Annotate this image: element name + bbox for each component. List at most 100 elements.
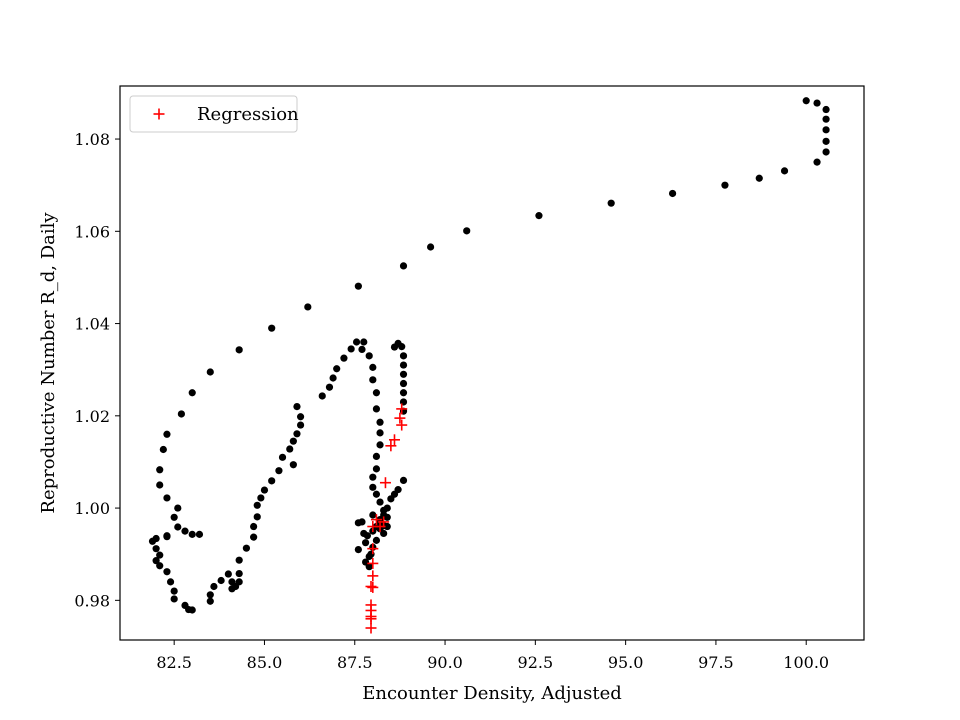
data-point [463, 227, 471, 235]
data-point [399, 262, 408, 270]
data-point [372, 465, 381, 473]
legend-plus-icon [153, 108, 165, 120]
data-point [358, 345, 366, 353]
data-point [369, 363, 377, 371]
data-point [372, 490, 381, 498]
data-point [399, 379, 408, 388]
data-point [822, 115, 830, 123]
data-point [399, 389, 408, 397]
data-point [325, 383, 334, 391]
data-point [210, 582, 218, 591]
series-observed [148, 97, 830, 614]
regression-point [365, 622, 377, 634]
data-points [148, 97, 830, 634]
data-point [174, 504, 182, 512]
x-tick-label: 100.0 [783, 653, 829, 672]
y-axis-ticks: 0.98 1.00 1.02 1.04 1.06 1.08 [74, 130, 120, 610]
data-point [822, 148, 830, 156]
data-point [235, 578, 243, 586]
data-point [242, 544, 251, 552]
data-point [383, 504, 391, 512]
data-point [163, 568, 171, 576]
data-point [369, 483, 377, 491]
data-point [152, 534, 160, 543]
data-point [822, 137, 830, 145]
data-point [296, 421, 305, 429]
data-point [268, 324, 276, 332]
y-tick-label: 1.02 [74, 407, 110, 426]
data-point [174, 523, 182, 531]
data-point [286, 445, 294, 453]
data-point [399, 476, 408, 484]
data-point [289, 461, 297, 469]
regression-point [367, 521, 379, 533]
data-point [253, 501, 261, 509]
y-tick-label: 1.00 [74, 499, 110, 518]
legend: Regression [129, 95, 299, 133]
data-point [188, 606, 196, 614]
data-point [360, 338, 368, 346]
data-point [822, 126, 830, 134]
data-point [398, 343, 406, 351]
data-point [170, 595, 178, 603]
data-point [822, 105, 830, 114]
data-point [217, 576, 225, 585]
data-point [668, 189, 677, 198]
x-tick-label: 82.5 [156, 653, 192, 672]
data-point [163, 430, 171, 438]
y-tick-label: 1.06 [74, 222, 110, 241]
data-point [250, 533, 258, 541]
data-point [376, 441, 384, 449]
data-point [195, 530, 204, 538]
data-point [354, 519, 362, 527]
data-point [376, 498, 384, 506]
data-point [206, 597, 214, 605]
data-point [369, 511, 377, 519]
regression-point [367, 543, 379, 555]
data-point [399, 370, 408, 378]
data-point [278, 453, 287, 461]
data-point [802, 97, 810, 105]
data-point [333, 365, 341, 373]
regression-point [385, 440, 397, 452]
y-axis-label: Reproductive Number R_d, Daily [38, 212, 59, 514]
x-tick-label: 90.0 [427, 653, 463, 672]
y-tick-label: 1.04 [74, 315, 110, 334]
data-point [352, 338, 361, 346]
data-point [257, 494, 265, 502]
data-point [813, 158, 821, 166]
legend-marker-regression [153, 108, 165, 120]
y-tick-label: 0.98 [74, 591, 110, 610]
data-point [293, 402, 301, 411]
data-point [177, 410, 185, 418]
data-point [163, 494, 171, 502]
data-point [535, 212, 543, 220]
data-point [376, 429, 384, 437]
regression-point [396, 403, 408, 415]
data-point [347, 345, 355, 353]
data-point [387, 495, 395, 503]
data-point [372, 389, 381, 397]
regression-point [367, 581, 379, 593]
data-point [250, 522, 258, 531]
data-point [181, 527, 189, 535]
data-point [372, 405, 381, 413]
data-point [159, 445, 167, 454]
data-point [188, 530, 196, 538]
data-point [354, 545, 362, 554]
data-point [268, 477, 276, 485]
x-axis-ticks: 82.5 85.0 87.5 90.0 92.5 95.0 97.5 100.0 [156, 640, 829, 672]
data-point [340, 354, 348, 362]
y-tick-label: 1.08 [74, 130, 110, 149]
data-point [721, 181, 729, 189]
data-point [275, 467, 283, 475]
data-point [399, 352, 408, 360]
data-point [235, 346, 243, 354]
data-point [296, 413, 305, 421]
data-point [607, 199, 615, 207]
data-point [293, 430, 301, 438]
data-point [369, 473, 377, 481]
x-tick-label: 87.5 [337, 653, 373, 672]
data-point [152, 557, 160, 565]
